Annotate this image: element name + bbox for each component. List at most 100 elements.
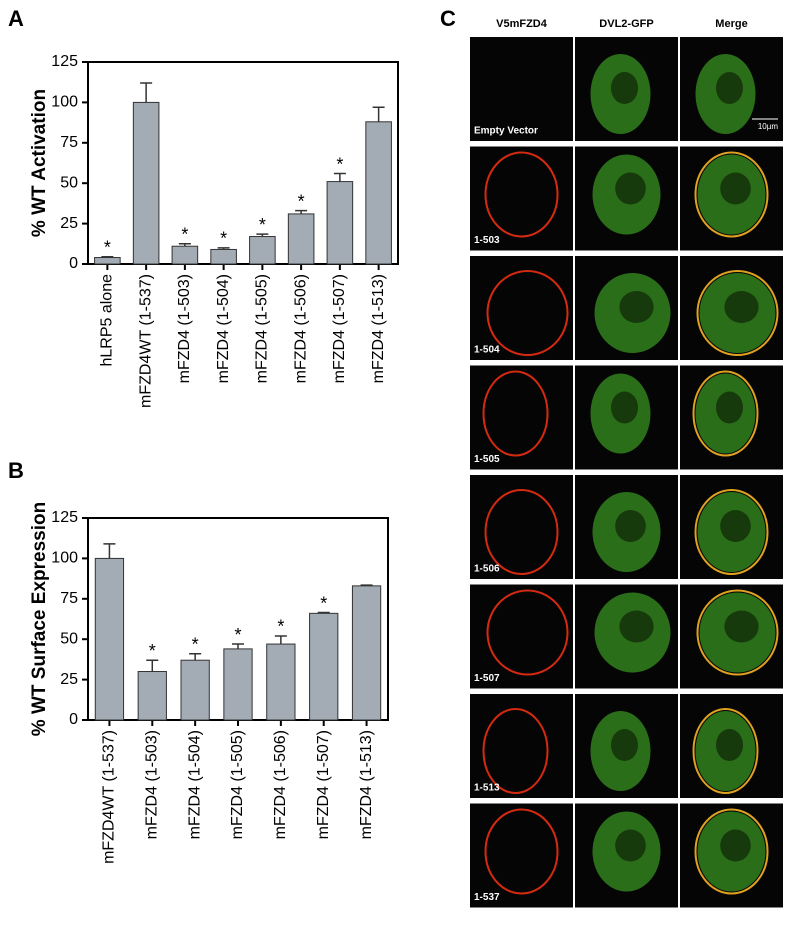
row-label: 1-505 — [474, 454, 500, 465]
micrograph — [680, 146, 783, 251]
membrane-red — [692, 370, 759, 457]
micrograph-bg — [470, 37, 573, 141]
nucleus — [615, 510, 646, 542]
bar — [137, 671, 167, 721]
nucleus — [716, 729, 743, 761]
bar — [180, 659, 210, 721]
micrograph — [470, 365, 573, 470]
micrograph — [470, 146, 573, 251]
y-tick-label: 0 — [69, 255, 78, 272]
significance-marker: * — [234, 625, 241, 645]
micrograph — [470, 475, 573, 579]
y-tick-label: 125 — [51, 53, 78, 70]
bar — [249, 236, 276, 265]
membrane-red — [694, 808, 769, 895]
error-bar — [101, 255, 114, 258]
y-tick-label: 100 — [51, 550, 78, 567]
x-tick-label: mFZD4WT (1-537) — [101, 730, 118, 864]
significance-marker: * — [336, 154, 343, 174]
bar — [351, 585, 382, 721]
bar — [210, 248, 237, 265]
axis-frame — [87, 61, 399, 265]
micrograph-bg — [470, 475, 573, 579]
row-label: 1-537 — [474, 892, 500, 903]
micrograph — [575, 37, 678, 141]
membrane-red — [484, 489, 559, 575]
nucleus — [615, 829, 646, 862]
micrograph — [470, 37, 573, 141]
membrane-red — [484, 808, 559, 895]
y-axis-label: % WT Activation — [29, 89, 50, 237]
bar — [94, 257, 121, 265]
nucleus — [720, 172, 751, 205]
significance-marker: * — [104, 237, 111, 257]
error-bar — [274, 635, 287, 645]
x-tick-label: mFZD4 (1-506) — [292, 274, 309, 383]
x-tick-label: mFZD4 (1-504) — [186, 730, 203, 839]
significance-marker: * — [277, 617, 284, 637]
error-bar — [372, 106, 385, 122]
nucleus — [619, 291, 654, 323]
row-label: 1-506 — [474, 564, 500, 575]
column-header: DVL2-GFP — [599, 18, 653, 30]
error-bar — [189, 652, 202, 661]
membrane-red — [482, 708, 549, 794]
x-tick-label: mFZD4WT (1-537) — [137, 274, 154, 408]
micrograph-bg — [470, 803, 573, 908]
error-bar — [360, 584, 373, 586]
micrograph — [680, 365, 783, 470]
membrane-red — [692, 708, 759, 794]
error-bar — [333, 172, 346, 182]
y-tick-label: 25 — [60, 215, 78, 232]
row-label: 1-507 — [474, 673, 500, 684]
x-tick-label: mFZD4 (1-505) — [229, 730, 246, 839]
bar — [223, 648, 253, 721]
error-bar — [146, 659, 159, 672]
membrane-red — [486, 270, 569, 356]
row-label: 1-504 — [474, 345, 500, 356]
x-tick-label: hLRP5 alone — [99, 274, 116, 367]
nucleus — [615, 172, 646, 205]
micrograph-bg — [470, 146, 573, 251]
membrane-red — [696, 589, 779, 676]
micrograph — [470, 694, 573, 798]
nucleus — [611, 729, 638, 761]
y-tick-label: 75 — [60, 590, 78, 607]
error-bar — [232, 643, 244, 649]
micrograph — [575, 694, 678, 798]
error-bar — [217, 247, 230, 250]
row-label: 1-513 — [474, 783, 500, 794]
x-tick-label: mFZD4 (1-503) — [144, 730, 161, 839]
micrograph — [680, 256, 783, 360]
micrograph — [575, 803, 678, 908]
axis-frame — [87, 517, 389, 721]
panel-label: C — [440, 6, 456, 31]
significance-marker: * — [298, 191, 305, 211]
bar — [94, 557, 125, 721]
membrane-red — [696, 270, 779, 356]
x-tick-label: mFZD4 (1-506) — [272, 730, 289, 839]
micrograph-bg — [470, 365, 573, 470]
x-tick-label: mFZD4 (1-507) — [331, 274, 348, 383]
micrograph — [575, 365, 678, 470]
micrograph — [470, 584, 573, 689]
membrane-red — [694, 489, 769, 575]
significance-marker: * — [149, 641, 156, 661]
micrograph — [470, 256, 573, 360]
row-label: Empty Vector — [474, 126, 538, 137]
y-tick-label: 0 — [69, 711, 78, 728]
micrograph — [575, 146, 678, 251]
significance-marker: * — [192, 634, 199, 654]
nucleus — [611, 72, 638, 104]
micrograph — [680, 37, 783, 141]
micrograph — [575, 256, 678, 360]
micrograph — [680, 584, 783, 689]
x-tick-label: mFZD4 (1-505) — [254, 274, 271, 383]
micrograph — [680, 475, 783, 579]
nucleus — [724, 610, 759, 643]
x-tick-label: mFZD4 (1-513) — [358, 730, 375, 839]
bar — [365, 121, 392, 265]
micrograph-bg — [470, 694, 573, 798]
